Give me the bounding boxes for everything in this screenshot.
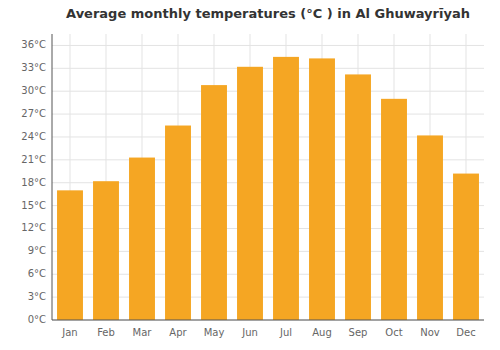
bar bbox=[345, 74, 371, 320]
x-tick-label: Dec bbox=[456, 327, 475, 338]
grid bbox=[52, 34, 484, 320]
grid-line bbox=[52, 91, 484, 92]
x-axis-line bbox=[52, 320, 484, 321]
y-tick-label: 24°C bbox=[21, 131, 46, 142]
chart: 0°C 3°C 6°C 9°C 12°C 15°C 18°C 21°C 24°C 27°C 30°C… bbox=[0, 0, 500, 350]
y-tick-label: 0°C bbox=[28, 314, 46, 325]
grid-line bbox=[52, 114, 484, 115]
bar bbox=[273, 57, 299, 320]
grid-line bbox=[52, 320, 484, 321]
bar bbox=[93, 181, 119, 320]
x-tick-label: Nov bbox=[420, 327, 440, 338]
y-tick-label: 6°C bbox=[28, 268, 46, 279]
x-tick-label: Sep bbox=[349, 327, 368, 338]
bars bbox=[57, 57, 479, 320]
y-axis-line bbox=[52, 34, 53, 320]
x-tick-label: Oct bbox=[385, 327, 402, 338]
grid-line bbox=[52, 68, 484, 69]
y-tick-label: 18°C bbox=[21, 177, 46, 188]
y-tick-label: 30°C bbox=[21, 85, 46, 96]
bar bbox=[237, 67, 263, 320]
y-tick-label: 9°C bbox=[28, 245, 46, 256]
x-axis: Jan Feb Mar Apr May Jun Jul Aug Sep Oct Nov Dec bbox=[61, 327, 475, 338]
x-tick-label: Apr bbox=[169, 327, 187, 338]
x-tick-label: Jan bbox=[61, 327, 77, 338]
x-tick-label: Feb bbox=[97, 327, 115, 338]
y-tick-label: 36°C bbox=[21, 39, 46, 50]
y-tick-label: 12°C bbox=[21, 222, 46, 233]
bar bbox=[417, 135, 443, 320]
y-tick-label: 21°C bbox=[21, 154, 46, 165]
bar bbox=[453, 174, 479, 320]
x-tick-label: May bbox=[204, 327, 225, 338]
title: Average monthly temperatures (°C ) in Al… bbox=[66, 6, 470, 21]
x-tick-label: Mar bbox=[133, 327, 153, 338]
x-tick-label: Jun bbox=[241, 327, 258, 338]
x-tick-label: Aug bbox=[312, 327, 332, 338]
bar bbox=[165, 126, 191, 320]
bar bbox=[381, 99, 407, 320]
y-tick-label: 27°C bbox=[21, 108, 46, 119]
y-tick-label: 15°C bbox=[21, 200, 46, 211]
y-tick-label: 3°C bbox=[28, 291, 46, 302]
bar bbox=[201, 85, 227, 320]
x-tick-label: Jul bbox=[279, 327, 292, 338]
bar bbox=[309, 58, 335, 320]
bar bbox=[57, 190, 83, 320]
bar bbox=[129, 158, 155, 320]
y-tick-label: 33°C bbox=[21, 62, 46, 73]
grid-line bbox=[52, 45, 484, 46]
y-axis: 0°C 3°C 6°C 9°C 12°C 15°C 18°C 21°C 24°C 27°C 30°C… bbox=[21, 39, 46, 325]
